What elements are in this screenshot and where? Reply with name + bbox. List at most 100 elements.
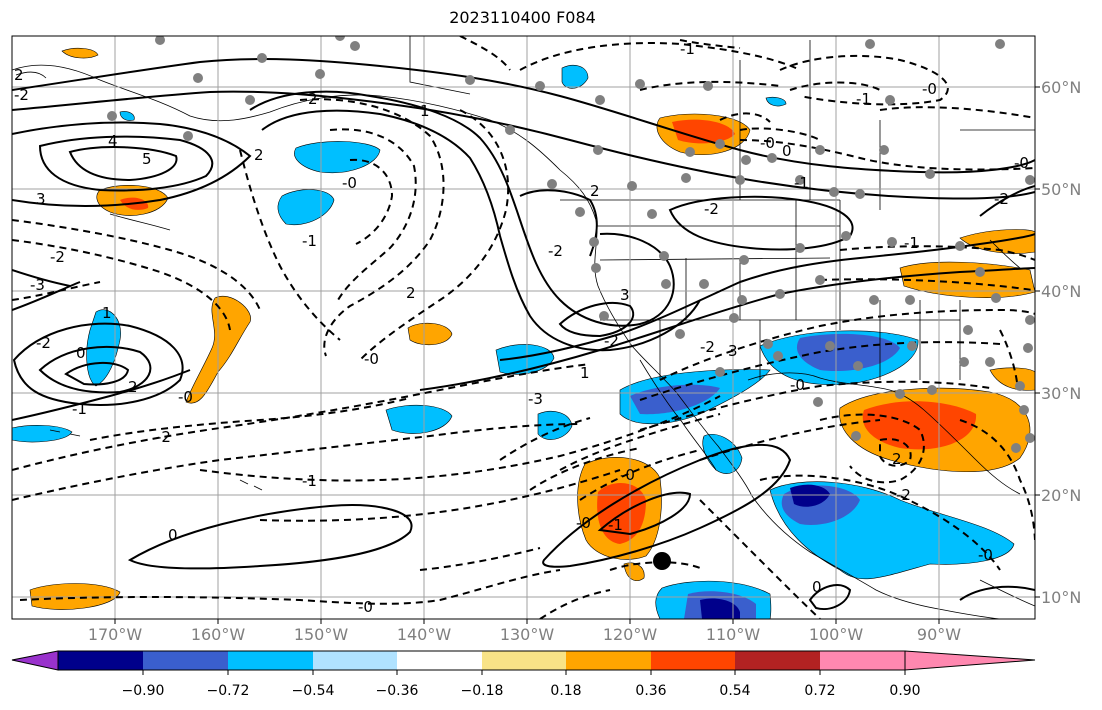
contour-labels: -1 -0 -1 0 -1 -2 -2 1 2 4 5 3 2 -2 -3 -2… [14, 40, 1029, 616]
contour-label: 2 [406, 284, 416, 302]
lon-label: 170°W [88, 625, 143, 644]
contour-label: -2 [156, 428, 171, 446]
contour-label: 3 [36, 190, 46, 208]
map-frame [11, 35, 1036, 620]
contour-label: -0 [922, 80, 937, 98]
contour-label: 2 [14, 66, 24, 84]
contour-label: 2 [892, 450, 902, 468]
contour-label: -2 [700, 338, 715, 356]
contour-label: 0 [812, 578, 822, 596]
colorbar-segment [397, 651, 482, 670]
contour-label: 0 [168, 526, 178, 544]
contour-label: -0 [790, 376, 805, 394]
contour-label: 0 [782, 142, 792, 160]
lat-label: 30°N [1041, 384, 1081, 403]
contour-label: -2 [548, 242, 563, 260]
contour-label: -0 [620, 466, 635, 484]
colorbar-tick-label: 0.36 [635, 683, 666, 699]
colorbar-segment [313, 651, 397, 670]
lon-label: 140°W [397, 625, 452, 644]
lat-label: 50°N [1041, 180, 1081, 199]
contour-label: -2 [36, 334, 51, 352]
contour-label: -1 [302, 232, 317, 250]
contour-label: -0 [1014, 154, 1029, 172]
contour-label: -2 [896, 486, 911, 504]
contour-label: 2 [128, 378, 138, 396]
colorbar-tick-label: −0.90 [122, 683, 165, 699]
colorbar-min-extension [11, 650, 59, 671]
contour-label: -1 [72, 400, 87, 418]
contour-label: 4 [108, 132, 118, 150]
dashed-contours [12, 36, 1035, 619]
latitude-labels: 60°N 50°N 40°N 30°N 20°N 10°N [1041, 78, 1081, 607]
map-title: 2023110400 F084 [449, 8, 596, 27]
colorbar-segment [482, 651, 566, 670]
contour-label: -1 [794, 174, 809, 192]
colorbar: −0.90 −0.72 −0.54 −0.36 −0.18 0.18 0.36 … [11, 650, 1036, 699]
colorbar-segment [143, 651, 228, 670]
colorbar-segment [228, 651, 313, 670]
contour-label: -1 [608, 516, 623, 534]
longitude-labels: 170°W 160°W 150°W 140°W 130°W 120°W 110°… [88, 625, 961, 644]
colorbar-tick-label: 0.72 [804, 683, 835, 699]
contour-label: -2 [14, 86, 29, 104]
contour-label: -2 [994, 190, 1009, 208]
contour-label: -0 [576, 514, 591, 532]
contour-label: 2 [308, 90, 318, 108]
contour-label: -1 [680, 40, 695, 58]
gridlines [12, 36, 1035, 619]
station-markers [107, 36, 1035, 453]
colorbar-segment [566, 651, 651, 670]
contour-label: -2 [704, 200, 719, 218]
contour-label: 2 [590, 182, 600, 200]
axis-ticks [114, 86, 1040, 624]
contour-label: 3 [728, 342, 738, 360]
contour-label: 1 [420, 102, 430, 120]
colorbar-max-extension [905, 651, 1035, 670]
colorbar-segment [58, 651, 143, 670]
contour-label: -0 [760, 134, 775, 152]
contour-label: 1 [580, 364, 590, 382]
colorbar-tick-label: 0.90 [889, 683, 920, 699]
contour-label: -3 [30, 276, 45, 294]
contour-label: -1 [302, 472, 317, 490]
lat-label: 60°N [1041, 78, 1081, 97]
contour-label: -0 [358, 598, 373, 616]
colorbar-tick-label: −0.54 [292, 683, 335, 699]
colorbar-tick-label: 0.54 [719, 683, 750, 699]
lon-label: 130°W [500, 625, 555, 644]
contour-label: -0 [978, 546, 993, 564]
contour-label: 5 [142, 150, 152, 168]
contour-label: -0 [342, 174, 357, 192]
contour-label: -0 [178, 388, 193, 406]
contour-label: -2 [50, 248, 65, 266]
contour-label: 0 [76, 344, 86, 362]
contour-label: -0 [364, 350, 379, 368]
contour-label: 1 [102, 304, 112, 322]
lat-label: 40°N [1041, 282, 1081, 301]
colorbar-tick-label: −0.18 [461, 683, 504, 699]
contour-label: 3 [620, 286, 630, 304]
colorbar-segment [651, 651, 735, 670]
lon-label: 120°W [603, 625, 658, 644]
lat-label: 20°N [1041, 486, 1081, 505]
contour-label: -3 [528, 390, 543, 408]
colorbar-tick-label: −0.72 [207, 683, 250, 699]
lon-label: 160°W [191, 625, 246, 644]
storm-center-marker [653, 552, 671, 570]
lat-label: 10°N [1041, 588, 1081, 607]
contour-label: -1 [904, 234, 919, 252]
contour-label: 2 [254, 146, 264, 164]
colorbar-tick-label: −0.36 [376, 683, 419, 699]
colorbar-segment [735, 651, 820, 670]
lon-label: 90°W [917, 625, 961, 644]
lon-label: 150°W [294, 625, 349, 644]
lon-label: 110°W [706, 625, 761, 644]
colorbar-segment [820, 651, 905, 670]
lon-label: 100°W [809, 625, 864, 644]
solid-contours [12, 58, 1035, 610]
colorbar-tick-label: 0.18 [550, 683, 581, 699]
contour-label: -1 [856, 90, 871, 108]
contour-label: -2 [604, 332, 619, 350]
